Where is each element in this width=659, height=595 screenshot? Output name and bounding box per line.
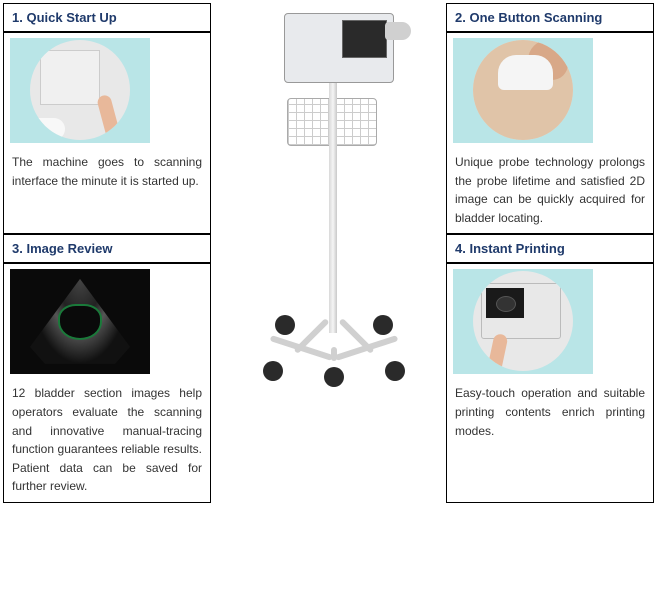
feature-3-image-cell [3,263,211,378]
feature-4-desc: Easy-touch operation and suitable printi… [446,378,654,503]
feature-1-image-cell [3,32,211,147]
feature-grid: 1. Quick Start Up 2. One [3,3,656,503]
feature-3-thumbnail [10,269,150,374]
feature-1-thumbnail [10,38,150,143]
feature-2-desc: Unique probe technology prolongs the pro… [446,147,654,234]
scanner-on-stand-illustration [239,13,419,433]
feature-1-desc: The machine goes to scanning interface t… [3,147,211,234]
feature-2-image-cell [446,32,654,147]
feature-2-title: 2. One Button Scanning [446,3,654,32]
feature-3-title: 3. Image Review [3,234,211,263]
feature-3-desc: 12 bladder section images help operators… [3,378,211,503]
center-product-image [211,3,446,503]
feature-4-image-cell [446,263,654,378]
feature-4-title: 4. Instant Printing [446,234,654,263]
feature-1-title: 1. Quick Start Up [3,3,211,32]
feature-2-thumbnail [453,38,593,143]
feature-4-thumbnail [453,269,593,374]
